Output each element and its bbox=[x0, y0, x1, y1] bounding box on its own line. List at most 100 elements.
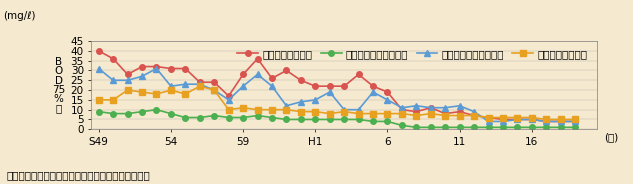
多摩川（田園調布堀） bbox=[513, 126, 521, 128]
多摩川（田園調布堀） bbox=[427, 126, 435, 128]
鶴見川（大網橋） bbox=[182, 93, 189, 95]
鶴見川（大網橋） bbox=[456, 114, 463, 117]
多摩川（田園調布堀） bbox=[398, 124, 406, 126]
多摩川（田園調布堀） bbox=[182, 116, 189, 119]
綠瀮川（手代橋） bbox=[354, 73, 362, 75]
大和川（浅香（新）） bbox=[239, 85, 247, 87]
Text: 資料）国土交通省「全国一級河川の水質現況調査」: 資料）国土交通省「全国一級河川の水質現況調査」 bbox=[6, 170, 150, 180]
大和川（浅香（新）） bbox=[282, 105, 290, 107]
Legend: 綠瀮川（手代橋）, 多摩川（田園調布堀）, 大和川（浅香（新））, 鶴見川（大網橋）: 綠瀮川（手代橋）, 多摩川（田園調布堀）, 大和川（浅香（新））, 鶴見川（大網… bbox=[234, 45, 592, 63]
大和川（浅香（新）） bbox=[138, 75, 146, 77]
大和川（浅香（新）） bbox=[470, 111, 478, 113]
大和川（浅香（新）） bbox=[297, 101, 304, 103]
多摩川（田園調布堀） bbox=[282, 118, 290, 121]
大和川（浅香（新）） bbox=[572, 120, 579, 123]
大和川（浅香（新）） bbox=[441, 107, 449, 109]
大和川（浅香（新）） bbox=[427, 107, 435, 109]
鶴見川（大網橋） bbox=[138, 91, 146, 93]
鶴見川（大網橋） bbox=[326, 112, 334, 115]
綠瀮川（手代橋） bbox=[110, 58, 117, 60]
多摩川（田園調布堀） bbox=[153, 109, 160, 111]
Line: 多摩川（田園調布堀）: 多摩川（田園調布堀） bbox=[96, 107, 578, 130]
綠瀮川（手代橋） bbox=[124, 73, 132, 75]
鶴見川（大網橋） bbox=[369, 112, 377, 115]
綠瀮川（手代橋） bbox=[557, 120, 565, 123]
鶴見川（大網橋） bbox=[413, 114, 420, 117]
鶴見川（大網橋） bbox=[572, 118, 579, 121]
大和川（浅香（新）） bbox=[254, 73, 261, 75]
鶴見川（大網橋） bbox=[167, 89, 175, 91]
綠瀮川（手代橋） bbox=[513, 118, 521, 121]
綠瀮川（手代橋） bbox=[369, 85, 377, 87]
多摩川（田園調布堀） bbox=[326, 118, 334, 121]
鶴見川（大網橋） bbox=[542, 118, 550, 121]
鶴見川（大網橋） bbox=[341, 111, 348, 113]
Text: (mg/ℓ): (mg/ℓ) bbox=[3, 11, 35, 21]
綠瀮川（手代橋） bbox=[384, 91, 391, 93]
綠瀮川（手代橋） bbox=[225, 95, 232, 97]
鶴見川（大網橋） bbox=[441, 114, 449, 117]
多摩川（田園調布堀） bbox=[354, 118, 362, 121]
多摩川（田園調布堀） bbox=[413, 126, 420, 128]
大和川（浅香（新）） bbox=[341, 109, 348, 111]
鶴見川（大網橋） bbox=[427, 112, 435, 115]
大和川（浅香（新）） bbox=[528, 118, 536, 121]
大和川（浅香（新）） bbox=[499, 120, 507, 123]
多摩川（田園調布堀） bbox=[239, 116, 247, 119]
鶴見川（大網橋） bbox=[485, 116, 492, 119]
大和川（浅香（新）） bbox=[124, 79, 132, 81]
多摩川（田園調布堀） bbox=[225, 116, 232, 119]
多摩川（田園調布堀） bbox=[124, 112, 132, 115]
多摩川（田園調布堀） bbox=[138, 111, 146, 113]
鶴見川（大網橋） bbox=[513, 116, 521, 119]
大和川（浅香（新）） bbox=[95, 67, 103, 70]
大和川（浅香（新）） bbox=[110, 79, 117, 81]
鶴見川（大網橋） bbox=[225, 109, 232, 111]
大和川（浅香（新）） bbox=[456, 105, 463, 107]
鶴見川（大網橋） bbox=[239, 107, 247, 109]
多摩川（田園調布堀） bbox=[384, 120, 391, 123]
多摩川（田園調布堀） bbox=[572, 126, 579, 128]
多摩川（田園調布堀） bbox=[110, 112, 117, 115]
多摩川（田園調布堀） bbox=[470, 126, 478, 128]
多摩川（田園調布堀） bbox=[341, 118, 348, 121]
大和川（浅香（新）） bbox=[196, 83, 204, 85]
鶴見川（大網橋） bbox=[470, 114, 478, 117]
多摩川（田園調布堀） bbox=[499, 126, 507, 128]
綠瀮川（手代橋） bbox=[167, 67, 175, 70]
綠瀮川（手代橋） bbox=[268, 77, 276, 79]
大和川（浅香（新）） bbox=[210, 89, 218, 91]
Line: 鶴見川（大網橋）: 鶴見川（大網橋） bbox=[96, 83, 578, 122]
鶴見川（大網橋） bbox=[254, 109, 261, 111]
鶴見川（大網橋） bbox=[124, 89, 132, 91]
鶴見川（大網橋） bbox=[297, 111, 304, 113]
綠瀮川（手代橋） bbox=[282, 69, 290, 72]
綠瀮川（手代橋） bbox=[413, 111, 420, 113]
Line: 綠瀮川（手代橋）: 綠瀮川（手代橋） bbox=[96, 48, 578, 124]
綠瀮川（手代橋） bbox=[138, 66, 146, 68]
鶴見川（大網橋） bbox=[196, 85, 204, 87]
鶴見川（大網橋） bbox=[210, 89, 218, 91]
多摩川（田園調布堀） bbox=[485, 126, 492, 128]
多摩川（田園調布堀） bbox=[167, 112, 175, 115]
綠瀮川（手代橋） bbox=[470, 114, 478, 117]
綠瀮川（手代橋） bbox=[239, 73, 247, 75]
大和川（浅香（新）） bbox=[268, 85, 276, 87]
鶴見川（大網橋） bbox=[153, 93, 160, 95]
鶴見川（大網橋） bbox=[499, 116, 507, 119]
大和川（浅香（新）） bbox=[513, 118, 521, 121]
多摩川（田園調布堀） bbox=[254, 114, 261, 117]
鶴見川（大網橋） bbox=[95, 99, 103, 101]
鶴見川（大網橋） bbox=[268, 109, 276, 111]
多摩川（田園調布堀） bbox=[441, 126, 449, 128]
鶴見川（大網橋） bbox=[398, 112, 406, 115]
鶴見川（大網橋） bbox=[311, 111, 319, 113]
綠瀮川（手代橋） bbox=[398, 109, 406, 111]
Text: (年): (年) bbox=[604, 132, 618, 142]
大和川（浅香（新）） bbox=[225, 99, 232, 101]
多摩川（田園調布堀） bbox=[196, 116, 204, 119]
大和川（浅香（新）） bbox=[557, 120, 565, 123]
綠瀮川（手代橋） bbox=[95, 50, 103, 52]
綠瀮川（手代橋） bbox=[499, 118, 507, 121]
多摩川（田園調布堀） bbox=[95, 111, 103, 113]
